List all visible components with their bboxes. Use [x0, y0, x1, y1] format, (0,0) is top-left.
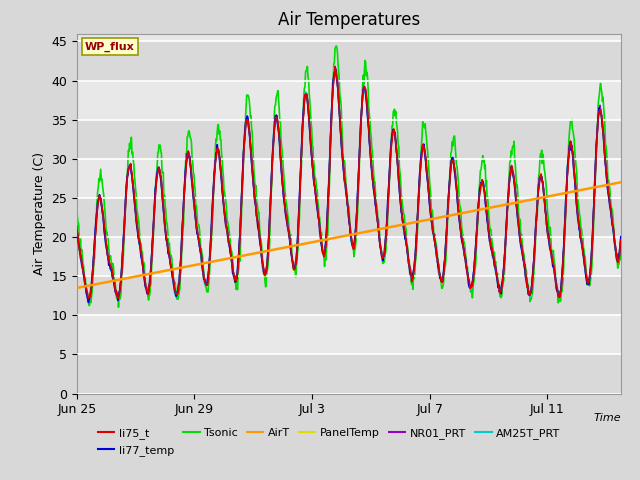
- Legend: li75_t, li77_temp, Tsonic, AirT, PanelTemp, NR01_PRT, AM25T_PRT: li75_t, li77_temp, Tsonic, AirT, PanelTe…: [93, 424, 564, 460]
- Bar: [77, 354, 621, 394]
- Text: Time: Time: [593, 413, 621, 423]
- Bar: [77, 41, 621, 81]
- Bar: [77, 276, 621, 315]
- Text: WP_flux: WP_flux: [85, 42, 134, 52]
- Bar: [77, 198, 621, 237]
- Bar: [77, 120, 621, 159]
- Y-axis label: Air Temperature (C): Air Temperature (C): [33, 152, 45, 275]
- Title: Air Temperatures: Air Temperatures: [278, 11, 420, 29]
